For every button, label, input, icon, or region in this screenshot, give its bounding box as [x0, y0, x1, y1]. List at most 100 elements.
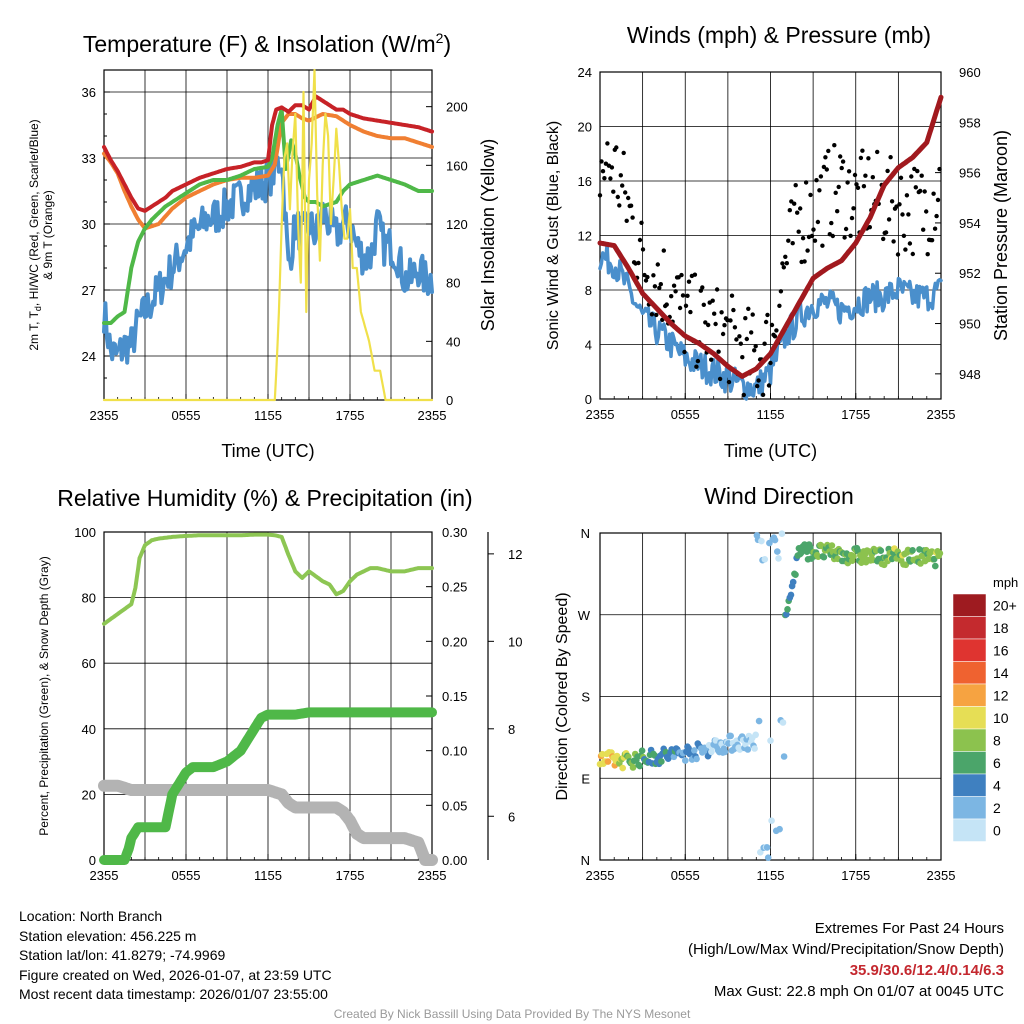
wind-gust-point	[661, 248, 666, 253]
wind-gust-point	[717, 376, 723, 382]
dir-point	[693, 755, 700, 763]
wind-gust-point	[915, 168, 920, 174]
wind-gust-point	[805, 248, 810, 253]
wind-x-tick-label: 1155	[757, 407, 785, 422]
wind-gust-point	[620, 183, 625, 188]
wind-x-tick-label: 2355	[586, 407, 615, 422]
legend-swatch	[952, 661, 987, 685]
wind-gust-point	[611, 189, 616, 194]
wind-gust-point	[617, 203, 622, 208]
wind-gust-point	[679, 272, 684, 278]
wind-gust-point	[762, 341, 767, 346]
wind-gust-point	[744, 336, 749, 342]
dir-point	[629, 764, 637, 771]
rh-title: Relative Humidity (%) & Precipitation (i…	[57, 485, 472, 511]
wind-gust-point	[929, 238, 935, 243]
wind-gust-point	[608, 176, 613, 181]
wind-gust-point	[645, 274, 650, 280]
wind-y2-tick-label: 952	[959, 266, 981, 281]
dir-y-tick-label: N	[581, 526, 590, 541]
wind-gust-point	[701, 302, 706, 307]
dir-point	[780, 753, 788, 760]
legend-label: 14	[993, 665, 1009, 681]
wind-y2-tick-label: 956	[959, 166, 981, 181]
rh-y-tick-label: 20	[82, 787, 96, 802]
wind-gust-point	[709, 357, 714, 362]
wind-gust-point	[833, 190, 838, 195]
dir-point	[752, 731, 759, 739]
wind-gust-point	[883, 230, 889, 235]
dir-point	[658, 758, 665, 765]
wind-gust-point	[618, 173, 623, 178]
temp-y-tick-label: 30	[82, 217, 96, 232]
rh-y2-tick-label: 0.20	[442, 634, 467, 649]
wind-gust-point	[768, 360, 773, 366]
wind-gust-point	[778, 289, 784, 294]
wind-gust-point	[870, 175, 875, 180]
dir-point	[820, 553, 828, 561]
wind-gust-point	[720, 331, 726, 337]
legend-swatch	[952, 638, 987, 662]
temp-y2-tick-label: 160	[446, 158, 468, 173]
legend-label: 12	[993, 687, 1009, 703]
dir-point	[784, 606, 791, 613]
dir-x-tick-label: 1755	[841, 868, 870, 883]
wind-series-sonic-wind	[598, 242, 943, 401]
temp-x-tick-label: 1755	[336, 408, 365, 423]
wind-gust-point	[737, 334, 742, 339]
rh-y3-tick-label: 6	[508, 809, 515, 824]
wind-gust-point	[809, 233, 815, 239]
wind-gust-point	[602, 176, 607, 181]
legend-title: mph	[993, 575, 1018, 590]
wind-gust-point	[698, 288, 703, 293]
wind-gust-point	[695, 358, 701, 364]
wind-x-tick-label: 2355	[927, 407, 956, 422]
wind-gust-point	[852, 172, 858, 178]
legend-label: 10	[993, 710, 1009, 726]
wind-gust-point	[840, 159, 846, 164]
station-elevation: Station elevation: 456.225 m	[19, 927, 197, 944]
dir-x-tick-label: 0555	[671, 868, 700, 883]
station-location: Location: North Branch	[19, 908, 163, 924]
wind-gust-point	[921, 227, 926, 232]
rh-y2-tick-label: 0.15	[442, 689, 467, 704]
wind-gust-point	[931, 191, 936, 196]
temp-series-td	[102, 107, 434, 325]
temp-x-axis-label: Time (UTC)	[221, 441, 314, 461]
wind-gust-point	[756, 378, 761, 383]
dir-point	[779, 719, 787, 726]
rh-y2-tick-label: 0.30	[442, 525, 467, 540]
wind-gust-point	[599, 159, 604, 164]
wind-gust-point	[657, 285, 662, 291]
wind-gust-point	[673, 289, 678, 294]
wind-gust-point	[728, 318, 733, 323]
dir-point	[758, 537, 765, 545]
wind-gust-point	[772, 334, 778, 339]
dir-point	[638, 747, 646, 754]
wind-gust-point	[906, 212, 911, 217]
wind-gust-point	[867, 225, 872, 230]
wind-y2-tick-label: 954	[959, 216, 981, 231]
dir-point	[685, 745, 692, 752]
wind-gust-point	[891, 239, 896, 244]
wind-gust-point	[692, 272, 698, 277]
wind-gust-point	[885, 168, 890, 174]
wind-gust-point	[802, 259, 807, 264]
wind-gust-point	[714, 287, 720, 292]
rh-x-tick-label: 1155	[254, 868, 282, 883]
dir-y-axis-label: Direction (Colored By Speed)	[554, 592, 571, 800]
wind-gust-point	[677, 305, 683, 311]
wind-gust-point	[783, 254, 788, 259]
wind-y2-tick-label: 960	[959, 65, 981, 80]
wind-gust-point	[755, 383, 760, 389]
dir-point	[721, 748, 729, 756]
wind-gust-point	[605, 141, 610, 146]
wind-gust-point	[716, 349, 721, 354]
temp-y2-axis-label: Solar Insolation (Yellow)	[478, 139, 498, 331]
legend-label: 2	[993, 800, 1001, 816]
wind-gust-point	[731, 307, 736, 313]
rh-y-tick-label: 0	[89, 853, 96, 868]
wind-gust-point	[935, 197, 941, 203]
wind-x-tick-label: 0555	[671, 407, 700, 422]
wind-y-tick-label: 8	[585, 283, 592, 298]
